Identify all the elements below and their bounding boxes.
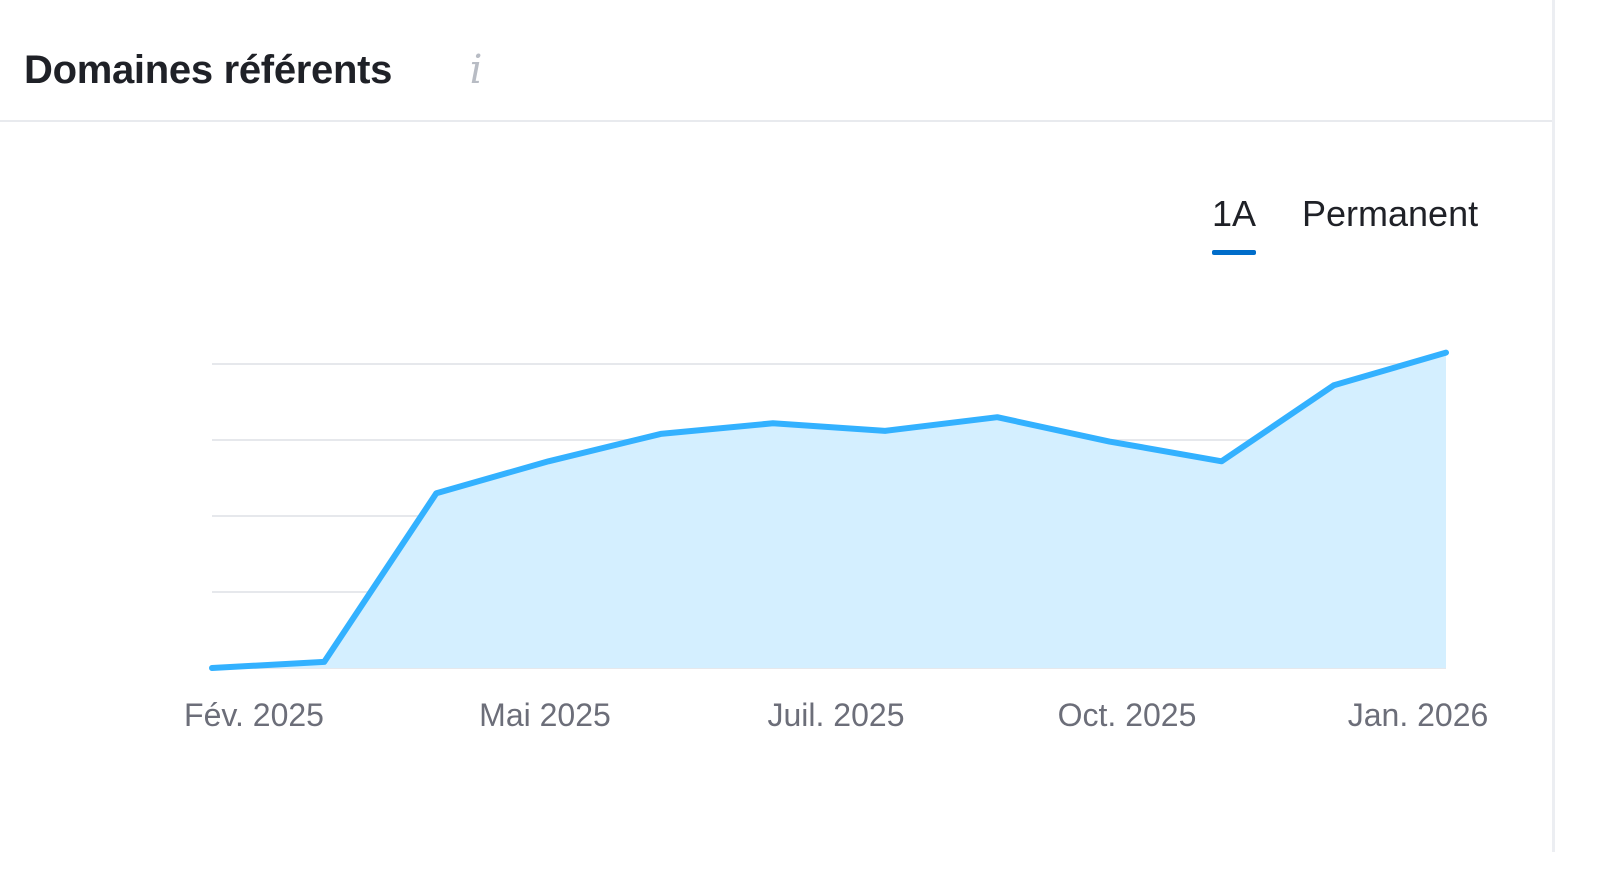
series-line xyxy=(209,349,1449,671)
period-tabs: 1A Permanent xyxy=(0,190,1552,270)
x-tick-label: Mai 2025 xyxy=(479,697,611,733)
referring-domains-card: Domaines référents i 1A Permanent Fév. 2… xyxy=(0,0,1555,852)
chart-line-layer xyxy=(209,349,1449,671)
chart-x-ticks: Fév. 2025 Mai 2025 Juil. 2025 Oct. 2025 Jan.… xyxy=(184,697,1488,733)
x-tick-label: Juil. 2025 xyxy=(768,697,905,733)
x-tick-label: Oct. 2025 xyxy=(1058,697,1197,733)
chart-area-layer xyxy=(212,352,1446,668)
tab-permanent[interactable]: Permanent xyxy=(1302,193,1479,234)
card-header: Domaines référents i xyxy=(0,0,1552,122)
card-title: Domaines référents xyxy=(24,48,393,92)
active-tab-indicator xyxy=(1212,250,1256,255)
series-area xyxy=(212,352,1446,668)
referring-domains-chart: Fév. 2025 Mai 2025 Juil. 2025 Oct. 2025 Jan.… xyxy=(184,349,1488,733)
tab-1a[interactable]: 1A xyxy=(1212,193,1257,234)
x-tick-label: Fév. 2025 xyxy=(184,697,324,733)
info-icon[interactable]: i xyxy=(469,47,483,93)
x-tick-label: Jan. 2026 xyxy=(1348,697,1489,733)
